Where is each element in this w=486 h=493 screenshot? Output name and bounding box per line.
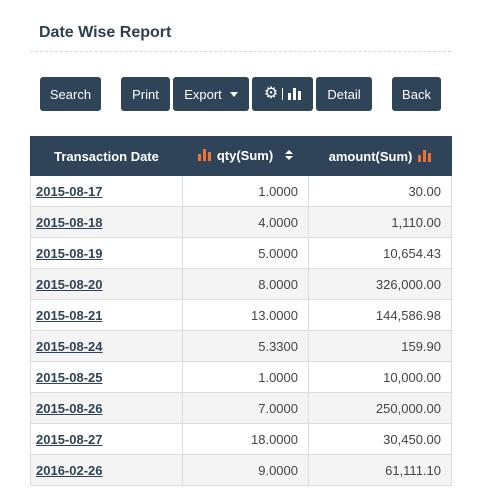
caret-down-icon	[229, 91, 238, 97]
amount-cell: 144,586.98	[308, 299, 452, 331]
date-link[interactable]: 2015-08-25	[36, 369, 103, 385]
date-cell: 2015-08-27	[30, 423, 183, 455]
export-button[interactable]: Export	[173, 77, 249, 111]
date-cell: 2015-08-24	[30, 330, 183, 362]
table-row: 2015-08-18 4.0000 1,110.00	[30, 206, 452, 238]
date-cell: 2015-08-20	[30, 268, 183, 300]
column-header-label: qty(Sum)	[216, 147, 274, 163]
report-table: Transaction Date qty(Sum) amount(Sum)	[30, 136, 452, 486]
table-row: 2015-08-26 7.0000 250,000.00	[30, 392, 452, 424]
date-cell: 2015-08-18	[30, 206, 183, 238]
date-link[interactable]: 2015-08-26	[36, 400, 103, 416]
detail-button[interactable]: Detail	[316, 77, 372, 111]
column-header-label: Transaction Date	[54, 148, 159, 164]
table-row: 2015-08-21 13.0000 144,586.98	[30, 299, 452, 331]
qty-cell: 4.0000	[182, 206, 309, 238]
qty-cell: 1.0000	[182, 175, 309, 207]
detail-button-label: Detail	[327, 86, 361, 102]
table-row: 2015-08-25 1.0000 10,000.00	[30, 361, 452, 393]
date-cell: 2015-08-21	[30, 299, 183, 331]
qty-cell: 18.0000	[182, 423, 309, 455]
bar-chart-icon	[288, 88, 302, 100]
amount-cell: 30.00	[308, 175, 452, 207]
qty-cell: 5.3300	[182, 330, 309, 362]
amount-cell: 159.90	[308, 330, 452, 362]
date-link[interactable]: 2016-02-26	[36, 462, 103, 478]
qty-cell: 7.0000	[182, 392, 309, 424]
gear-icon: ⚙	[263, 85, 279, 102]
chart-settings-button[interactable]: ⚙	[252, 77, 313, 111]
date-link[interactable]: 2015-08-19	[36, 245, 103, 261]
amount-cell: 30,450.00	[308, 423, 452, 455]
date-cell: 2016-02-26	[30, 454, 183, 486]
table-row: 2016-02-26 9.0000 61,111.10	[30, 454, 452, 486]
page-title: Date Wise Report	[39, 24, 172, 41]
qty-cell: 9.0000	[182, 454, 309, 486]
date-cell: 2015-08-25	[30, 361, 183, 393]
amount-cell: 250,000.00	[308, 392, 452, 424]
search-button[interactable]: Search	[40, 77, 101, 111]
sort-icon[interactable]	[285, 150, 294, 161]
date-cell: 2015-08-17	[30, 175, 183, 207]
column-header-label: amount(Sum)	[328, 148, 413, 164]
table-header-row: Transaction Date qty(Sum) amount(Sum)	[30, 136, 452, 176]
table-row: 2015-08-20 8.0000 326,000.00	[30, 268, 452, 300]
search-button-label: Search	[49, 86, 92, 102]
amount-cell: 326,000.00	[308, 268, 452, 300]
table-row: 2015-08-27 18.0000 30,450.00	[30, 423, 452, 455]
table-row: 2015-08-17 1.0000 30.00	[30, 175, 452, 207]
amount-cell: 10,000.00	[308, 361, 452, 393]
qty-cell: 8.0000	[182, 268, 309, 300]
back-button-label: Back	[402, 86, 431, 102]
qty-cell: 1.0000	[182, 361, 309, 393]
bar-chart-icon[interactable]	[418, 150, 432, 162]
date-cell: 2015-08-26	[30, 392, 183, 424]
bar-chart-icon[interactable]	[197, 149, 211, 162]
table-row: 2015-08-19 5.0000 10,654.43	[30, 237, 452, 269]
print-button[interactable]: Print	[121, 77, 170, 111]
column-header-qty[interactable]: qty(Sum)	[182, 136, 309, 176]
separator	[282, 88, 284, 100]
date-link[interactable]: 2015-08-27	[36, 431, 103, 447]
date-cell: 2015-08-19	[30, 237, 183, 269]
print-button-label: Print	[132, 86, 159, 102]
back-button[interactable]: Back	[392, 77, 441, 111]
date-link[interactable]: 2015-08-21	[36, 307, 103, 323]
amount-cell: 61,111.10	[308, 454, 452, 486]
date-link[interactable]: 2015-08-24	[36, 338, 103, 354]
table-row: 2015-08-24 5.3300 159.90	[30, 330, 452, 362]
qty-cell: 13.0000	[182, 299, 309, 331]
title-divider	[30, 51, 451, 52]
date-link[interactable]: 2015-08-18	[36, 214, 103, 230]
amount-cell: 1,110.00	[308, 206, 452, 238]
qty-cell: 5.0000	[182, 237, 309, 269]
date-link[interactable]: 2015-08-20	[36, 276, 103, 292]
amount-cell: 10,654.43	[308, 237, 452, 269]
column-header-transaction-date[interactable]: Transaction Date	[30, 136, 183, 176]
date-link[interactable]: 2015-08-17	[36, 183, 103, 199]
column-header-amount[interactable]: amount(Sum)	[308, 136, 452, 176]
export-button-label: Export	[184, 86, 222, 102]
